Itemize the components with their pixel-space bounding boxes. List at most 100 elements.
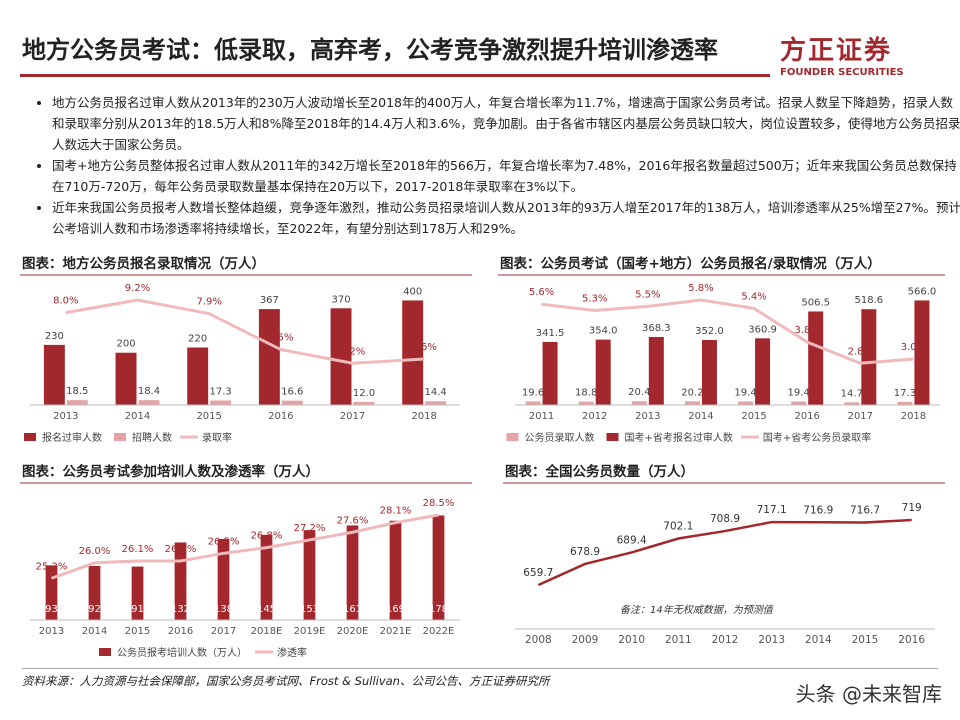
x-tick-label: 2013 [758, 634, 785, 646]
logo-en: FOUNDER SECURITIES [780, 67, 904, 78]
value-label: 18.4 [138, 386, 160, 397]
x-tick-label: 2016 [268, 411, 293, 422]
bar [425, 401, 447, 405]
bar [389, 520, 402, 620]
x-tick-label: 2013 [635, 411, 660, 422]
bar [346, 525, 359, 620]
value-label: 368.3 [642, 323, 671, 334]
bar [578, 401, 594, 405]
legend-swatch [506, 433, 519, 441]
value-label: 153 [300, 604, 319, 615]
x-tick-label: 2008 [525, 634, 552, 646]
value-label: 18.5 [66, 386, 88, 397]
x-tick-label: 2014 [688, 411, 713, 422]
x-tick-label: 2012 [582, 411, 607, 422]
x-tick-label: 2012 [712, 634, 739, 646]
logo-cn: 方正证券 [780, 36, 893, 66]
legend-swatch [606, 433, 619, 441]
chart-note: 备注：14年无权威数据，为预测值 [620, 604, 775, 616]
bar [131, 566, 144, 620]
value-label: 702.1 [663, 521, 693, 533]
value-label: 14.4 [425, 387, 447, 398]
value-label: 145 [257, 604, 276, 615]
bar [303, 530, 316, 620]
value-label: 5.3% [582, 294, 607, 305]
x-tick-label: 2016 [168, 626, 193, 637]
value-label: 360.9 [748, 324, 777, 335]
bar [187, 347, 209, 405]
x-tick-label: 2020E [337, 626, 369, 637]
value-label: 17.3 [210, 386, 232, 397]
x-tick-label: 2017 [211, 626, 236, 637]
value-label: 7.9% [196, 297, 221, 308]
bar [43, 344, 65, 405]
value-label: 518.6 [854, 295, 883, 306]
x-tick-label: 2022E [423, 626, 455, 637]
legend-label: 公务员录取人数 [525, 431, 595, 444]
value-label: 18.8 [575, 388, 597, 399]
value-label: 2.8% [848, 346, 873, 357]
value-label: 132 [171, 604, 190, 615]
chart-title: 图表：全国公务员数量（万人） [505, 463, 694, 480]
bar [217, 538, 230, 620]
value-label: 26.8% [251, 531, 283, 542]
bar [914, 300, 930, 405]
value-label: 8.0% [53, 296, 78, 307]
page-title: 地方公务员考试：低录取，高弃考，公考竞争激烈提升培训渗透率 [22, 36, 718, 64]
x-tick-label: 2015 [852, 634, 879, 646]
value-label: 25.2% [36, 561, 68, 572]
value-label: 28.5% [423, 498, 455, 509]
x-tick-label: 2009 [572, 634, 599, 646]
value-label: 717.1 [757, 504, 787, 516]
x-tick-label: 2014 [125, 411, 150, 422]
bar [861, 309, 877, 405]
line [537, 518, 912, 587]
value-label: 26.1% [165, 544, 197, 555]
x-tick-label: 2013 [53, 411, 78, 422]
rate-line [541, 298, 914, 365]
value-label: 16.6 [281, 387, 303, 398]
value-label: 659.7 [523, 567, 553, 579]
value-label: 178 [429, 604, 448, 615]
source: 资料来源：人力资源与社会保障部，国家公务员考试网、Frost & Sulliva… [22, 668, 938, 689]
legend-swatch [114, 433, 126, 441]
x-tick-label: 2010 [618, 634, 645, 646]
x-tick-label: 2011 [665, 634, 692, 646]
chart-title: 图表：地方公务员报名录取情况（万人） [22, 255, 265, 272]
bar [595, 339, 611, 405]
bar [897, 401, 913, 405]
x-tick-label: 2018 [411, 411, 436, 422]
value-label: 91 [131, 604, 144, 615]
value-label: 19.4 [788, 387, 810, 398]
value-label: 9.2% [125, 283, 150, 294]
bar [791, 401, 807, 405]
value-label: 3.2% [340, 346, 365, 357]
x-tick-label: 2018 [901, 411, 926, 422]
legend-label: 公务员报考培训人数（万人） [117, 646, 247, 659]
value-label: 93 [45, 604, 58, 615]
chart-title: 图表：公务员考试（国考+地方）公务员报名/录取情况（万人） [500, 255, 881, 272]
x-tick-label: 2021E [380, 626, 412, 637]
value-label: 138 [214, 604, 233, 615]
bar [738, 401, 754, 405]
bar [525, 401, 541, 405]
value-label: 19.4 [734, 387, 756, 398]
value-label: 220 [188, 334, 207, 345]
x-tick-label: 2015 [125, 626, 150, 637]
legend-label: 国考+省考报名过审人数 [625, 431, 733, 444]
value-label: 708.9 [710, 513, 740, 525]
value-label: 169 [386, 604, 405, 615]
bar [844, 402, 860, 405]
value-label: 5.6% [529, 287, 554, 298]
value-label: 28.1% [380, 506, 412, 517]
bar [260, 534, 273, 620]
value-label: 5.4% [741, 291, 766, 302]
value-label: 26.0% [79, 546, 111, 557]
bar [330, 308, 352, 405]
legend-label: 招聘人数 [132, 431, 172, 444]
bar [684, 401, 700, 405]
bar [631, 401, 647, 405]
bar [755, 338, 771, 405]
x-tick-label: 2014 [82, 626, 107, 637]
